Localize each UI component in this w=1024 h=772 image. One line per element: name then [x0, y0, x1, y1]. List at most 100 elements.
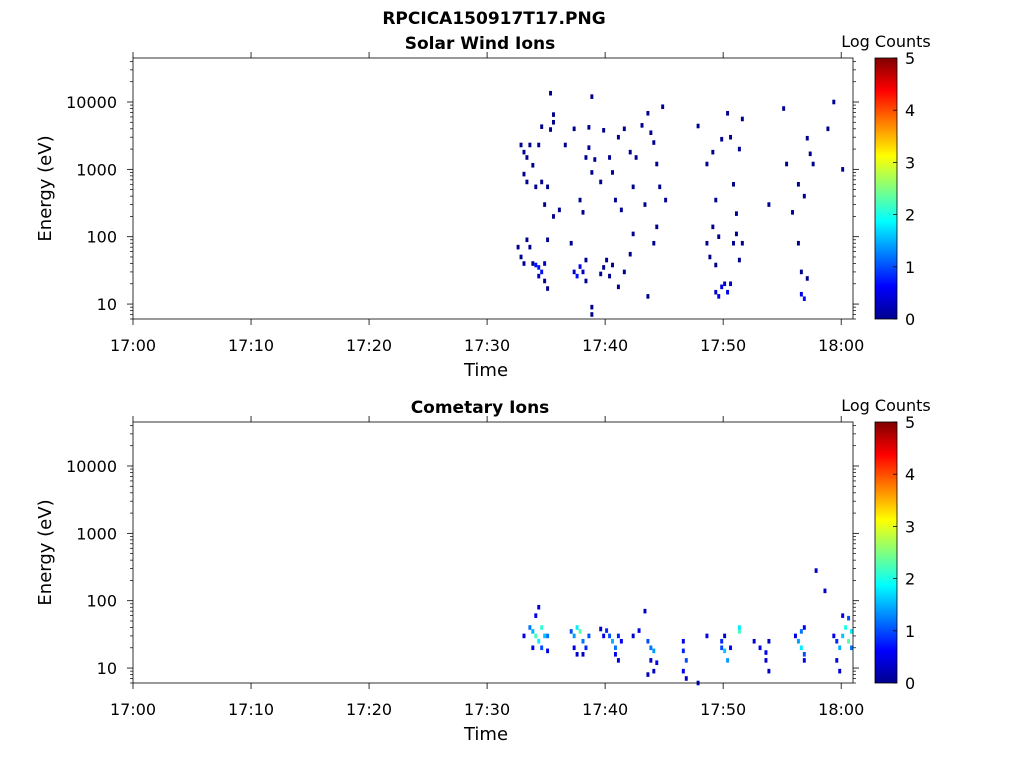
heatmap-cell — [584, 278, 588, 284]
heatmap-cell — [734, 231, 738, 237]
heatmap-cell — [599, 271, 603, 277]
heatmap-cell — [835, 638, 839, 644]
heatmap-cell — [737, 257, 741, 263]
colorbar-tick-label: 4 — [905, 465, 915, 484]
heatmap-cell — [546, 184, 550, 190]
heatmap-cell — [708, 254, 712, 260]
heatmap-cell — [832, 99, 836, 105]
x-tick-label: 18:00 — [818, 700, 864, 719]
colorbar: Log Counts 0 1 2 3 4 5 — [841, 396, 931, 693]
heatmap-cell — [537, 142, 541, 148]
heatmap-cell — [546, 286, 550, 291]
heatmap-cell — [543, 261, 547, 266]
heatmap-cell — [628, 149, 632, 155]
heatmap-cell — [799, 645, 803, 651]
heatmap-cell — [522, 171, 526, 177]
heatmap-cell — [569, 629, 573, 634]
heatmap-cell — [602, 633, 606, 639]
heatmap-cell — [528, 625, 532, 630]
heatmap-cell — [584, 257, 588, 263]
heatmap-cell — [796, 182, 800, 187]
heatmap-cell — [537, 265, 541, 270]
heatmap-cell — [767, 202, 771, 207]
heatmap-cell — [599, 626, 603, 632]
colorbar-tick-label: 3 — [905, 153, 915, 172]
colorbar-tick-label: 5 — [905, 413, 915, 432]
heatmap-cell — [720, 284, 724, 290]
heatmap-cell — [655, 660, 659, 666]
heatmap-cell — [605, 257, 609, 263]
heatmap-cell — [832, 633, 836, 639]
heatmap-cell — [717, 294, 721, 299]
heatmap-cell — [590, 94, 594, 99]
heatmap-cell — [608, 273, 612, 279]
colorbar-gradient — [874, 421, 898, 684]
heatmap-cell — [640, 123, 644, 128]
heatmap-cell — [546, 648, 550, 654]
heatmap-cell — [850, 629, 853, 634]
x-tick-label: 17:30 — [464, 700, 510, 719]
heatmap-cell — [608, 633, 612, 639]
heatmap-cell — [543, 278, 547, 284]
heatmap-cell — [652, 240, 656, 246]
heatmap-cell — [723, 633, 727, 639]
heatmap-cell — [802, 296, 806, 302]
heatmap-cell — [726, 658, 730, 663]
heatmap-cell — [631, 184, 635, 190]
heatmap-cell — [711, 224, 715, 230]
heatmap-cell — [531, 261, 535, 266]
heatmap-cell — [767, 668, 771, 674]
y-tick-label: 10000 — [66, 457, 117, 476]
heatmap-cell — [616, 134, 620, 140]
heatmap-cell — [655, 161, 659, 167]
heatmap-cell — [546, 633, 550, 639]
colorbar-tick-label: 5 — [905, 49, 915, 68]
heatmap-cell — [799, 291, 803, 297]
heatmap-cell — [581, 638, 585, 644]
heatmap-cell — [796, 240, 800, 246]
heatmap-cell — [847, 638, 851, 644]
y-axis-label: Energy (eV) — [35, 135, 56, 241]
x-axis-label: Time — [463, 360, 508, 381]
heatmap-cell — [729, 645, 733, 651]
heatmap-cell — [557, 207, 561, 213]
heatmap-cell — [814, 568, 818, 573]
heatmap-cell — [599, 179, 603, 185]
heatmap-cell — [575, 625, 579, 630]
heatmap-cell — [726, 110, 730, 116]
heatmap-cell — [581, 210, 585, 215]
heatmap-cell — [537, 638, 541, 644]
colorbar: Log Counts 0 1 2 3 4 5 — [841, 32, 931, 329]
heatmap-cell — [572, 633, 576, 639]
y-minor-ticks — [130, 61, 856, 320]
heatmap-cell — [540, 124, 544, 129]
heatmap-cell — [611, 262, 614, 268]
heatmap-cell — [540, 179, 544, 185]
heatmap-cell — [720, 638, 724, 644]
heatmap-cell — [764, 658, 768, 663]
heatmap-cell — [838, 645, 842, 651]
y-tick-label: 1000 — [76, 160, 117, 179]
colorbar-tick-label: 4 — [905, 101, 915, 120]
heatmap-cells — [516, 90, 845, 317]
heatmap-cell — [646, 110, 650, 116]
heatmap-cell — [519, 254, 523, 260]
heatmap-cell — [802, 625, 806, 630]
heatmap-cell — [543, 202, 547, 207]
y-axis-label: Energy (eV) — [35, 499, 56, 605]
heatmap-cell — [631, 231, 635, 237]
x-tick-label: 17:10 — [228, 700, 274, 719]
heatmap-cell — [531, 162, 535, 168]
plot-frame — [132, 421, 854, 684]
figure-title: RPCICA150917T17.PNG — [382, 9, 605, 29]
heatmap-cell — [841, 613, 845, 618]
heatmap-cell — [613, 645, 617, 651]
heatmap-cell — [847, 615, 851, 621]
plot-frame — [132, 57, 854, 320]
colorbar-tick-label: 1 — [905, 622, 915, 641]
heatmap-cell — [802, 193, 806, 199]
heatmap-cell — [602, 265, 606, 270]
heatmap-cell — [581, 269, 585, 275]
heatmap-cell — [575, 652, 579, 657]
